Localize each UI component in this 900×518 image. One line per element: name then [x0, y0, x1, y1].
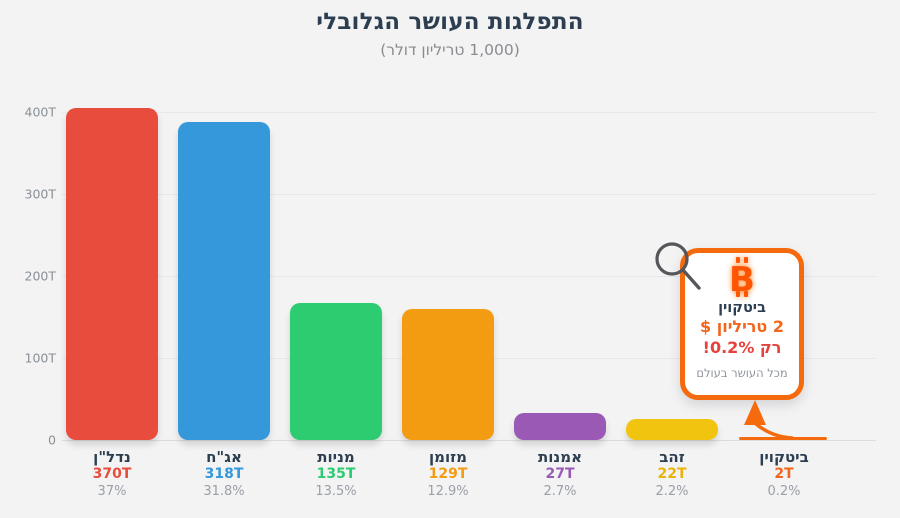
bar-label-bitcoin: ביטקוין	[759, 448, 809, 466]
bar-label-cash: מזומן	[428, 448, 467, 466]
gridline	[62, 276, 876, 277]
y-axis-tick-400T: 400T	[24, 104, 57, 120]
bar-value-art: 27T	[545, 466, 575, 482]
gridline	[62, 194, 876, 195]
y-axis-tick-300T: 300T	[24, 186, 57, 202]
bar-art	[514, 413, 606, 440]
bar-value-bonds: 318T	[204, 466, 244, 482]
y-axis-tick-0: 0	[48, 432, 56, 448]
magnifier-icon	[655, 242, 701, 290]
page-subtitle: (1,000 טריליון דולר)	[380, 41, 520, 59]
bar-stocks	[290, 303, 382, 440]
bar-percent-art: 2.7%	[543, 484, 577, 499]
bar-value-real-estate: 370T	[92, 466, 132, 482]
bar-label-gold: זהב	[659, 448, 685, 466]
bar-value-stocks: 135T	[316, 466, 356, 482]
bitcoin-callout-card: B ביטקוין 2 טריליון $ רק 0.2%! מכל העושר…	[680, 248, 804, 400]
bar-value-gold: 22T	[657, 466, 687, 482]
bar-label-real-estate: נדל"ן	[93, 448, 131, 466]
curved-arrow-icon	[744, 400, 794, 440]
callout-amount: 2 טריליון $	[700, 317, 784, 337]
svg-text:B: B	[729, 260, 755, 298]
bar-percent-gold: 2.2%	[655, 484, 689, 499]
y-axis-tick-100T: 100T	[24, 350, 57, 366]
bar-percent-bonds: 31.8%	[203, 484, 245, 499]
callout-caption: מכל העושר בעולם	[696, 365, 788, 380]
callout-title: ביטקוין	[718, 300, 766, 316]
bar-percent-cash: 12.9%	[427, 484, 469, 499]
x-axis-baseline	[62, 440, 876, 441]
bar-value-bitcoin: 2T	[774, 466, 794, 482]
page-title: התפלגות העושר הגלובלי	[316, 9, 584, 35]
callout-percent: רק 0.2%!	[702, 337, 782, 357]
bar-gold	[626, 419, 718, 440]
bar-label-art: אמנות	[538, 448, 582, 466]
bar-cash	[402, 309, 494, 440]
bitcoin-icon: B	[729, 257, 755, 298]
y-axis-tick-200T: 200T	[24, 268, 57, 284]
bar-percent-bitcoin: 0.2%	[767, 484, 801, 499]
bar-real-estate	[66, 108, 158, 440]
bar-percent-stocks: 13.5%	[315, 484, 357, 499]
bar-label-bonds: אג"ח	[206, 448, 242, 466]
bar-bonds	[178, 122, 270, 440]
bar-percent-real-estate: 37%	[97, 484, 127, 499]
gridline	[62, 112, 876, 113]
bar-label-stocks: מניות	[317, 448, 355, 466]
bar-value-cash: 129T	[428, 466, 468, 482]
